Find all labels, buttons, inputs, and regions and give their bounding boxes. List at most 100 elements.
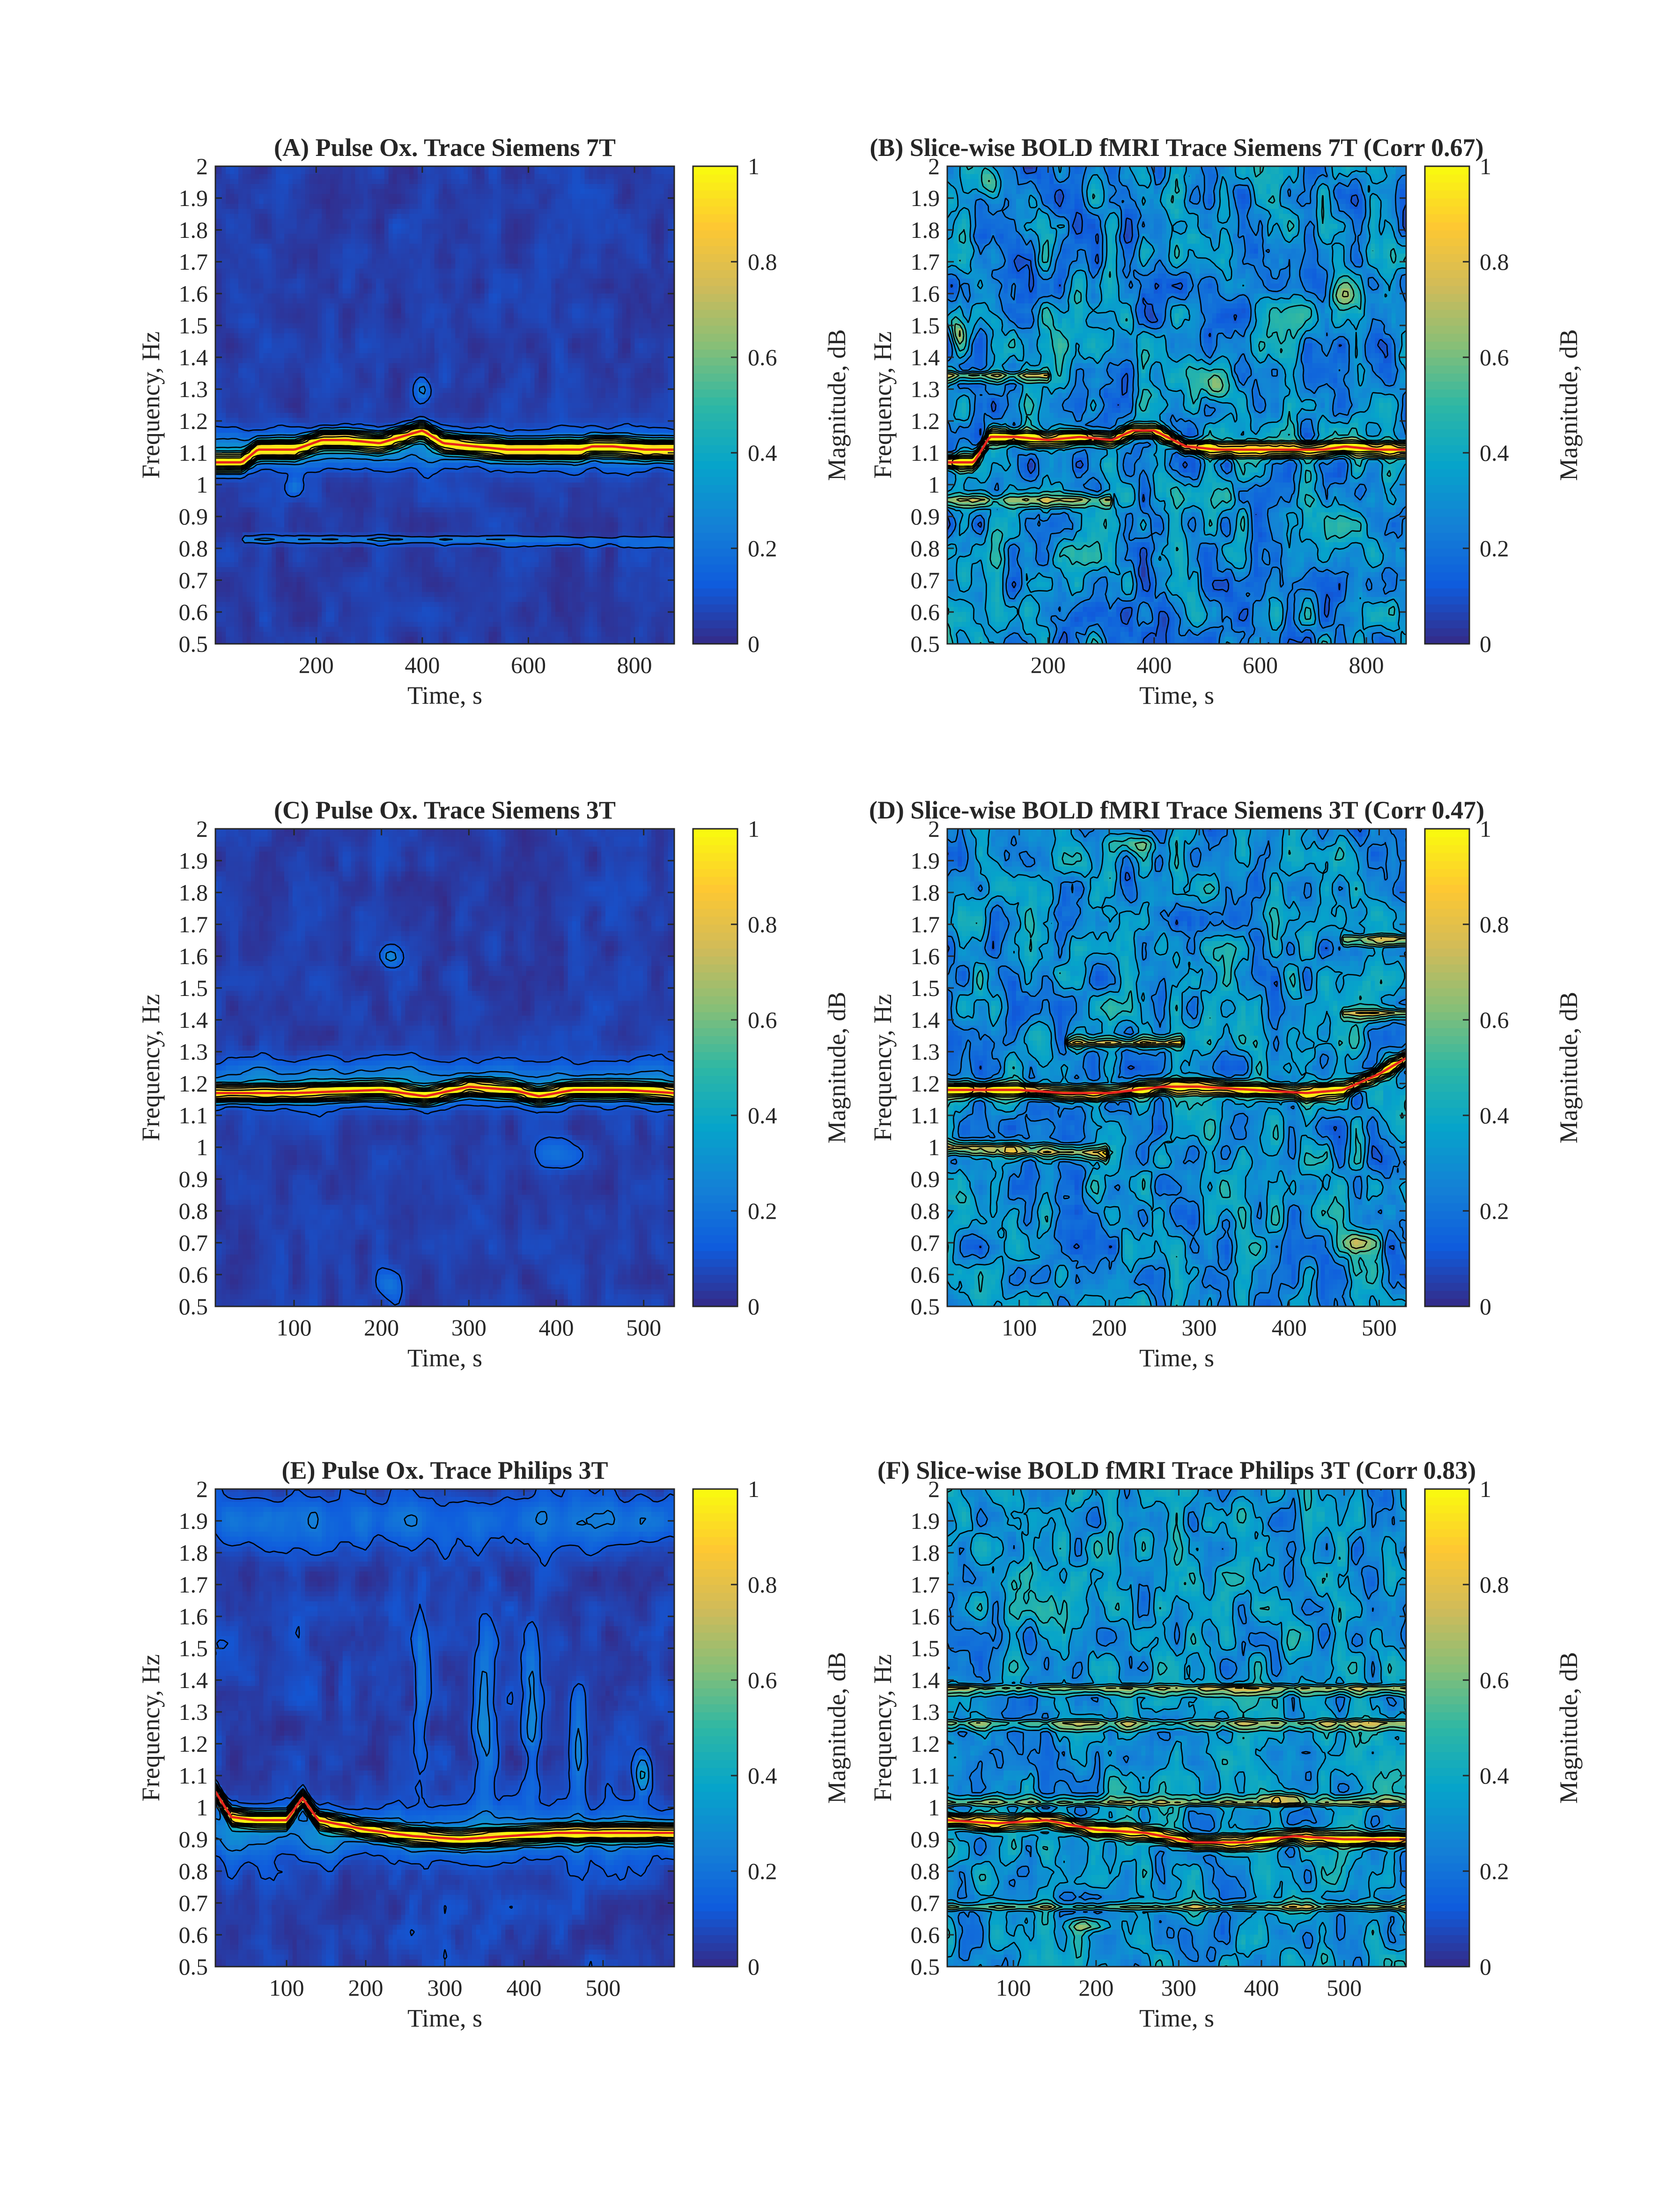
heatmap-cell [614,547,619,552]
heatmap-cell [343,567,347,572]
heatmap-cell [330,572,335,577]
heatmap-cell [363,482,368,487]
heatmap-cell [264,582,268,587]
heatmap-cell [230,627,235,632]
heatmap-cell [489,577,494,582]
heatmap-cell [509,422,514,428]
heatmap-cell [455,557,460,562]
heatmap-cell [643,572,648,577]
heatmap-cell [355,477,360,482]
heatmap-cell [334,621,339,627]
heatmap-cell [443,517,448,522]
heatmap-cell [347,617,352,622]
heatmap-cell [455,562,460,567]
heatmap-cell [376,557,381,562]
heatmap-cell [313,627,318,632]
heatmap-cell [251,507,256,512]
heatmap-cell [622,428,627,433]
heatmap-cell [409,457,414,463]
heatmap-cell [405,591,410,597]
heatmap-cell [547,462,552,467]
heatmap-cell [618,507,623,512]
heatmap-cell [380,612,385,617]
heatmap-cell [447,606,452,612]
heatmap-cell [334,577,339,582]
heatmap-cell [522,527,527,532]
heatmap-cell [585,636,590,641]
heatmap-cell [622,467,627,472]
heatmap-cell [347,557,352,562]
heatmap-cell [576,617,581,622]
heatmap-cell [593,527,597,532]
heatmap-cell [597,522,602,527]
heatmap-cell [668,606,673,612]
heatmap-cell [459,517,464,522]
heatmap-cell [660,567,664,572]
heatmap-cell [347,572,352,577]
heatmap-cell [485,507,489,512]
heatmap-cell [614,606,619,612]
heatmap-cell [418,547,422,552]
heatmap-cell [514,507,518,512]
heatmap-cell [555,631,560,636]
heatmap-cell [660,502,664,507]
heatmap-cell [605,482,610,487]
heatmap-cell [476,472,481,477]
heatmap-cell [555,517,560,522]
heatmap-cell [221,428,226,433]
heatmap-cell [351,617,356,622]
heatmap-cell [397,482,402,487]
heatmap-cell [247,606,251,612]
heatmap-cell [535,621,539,627]
heatmap-cell [313,537,318,542]
heatmap-cell [485,612,489,617]
heatmap-cell [322,492,326,497]
heatmap-cell [368,602,372,607]
heatmap-cell [468,591,472,597]
heatmap-cell [280,577,285,582]
heatmap-cell [276,512,280,517]
heatmap-cell [643,631,648,636]
heatmap-cell [226,437,230,442]
heatmap-cell [560,477,564,482]
heatmap-cell [389,492,393,497]
heatmap-cell [418,487,422,492]
heatmap-cell [238,582,243,587]
heatmap-cell [226,487,230,492]
heatmap-cell [505,602,510,607]
heatmap-cell [280,428,285,433]
heatmap-cell [355,512,360,517]
heatmap-cell [522,422,527,428]
heatmap-cell [397,477,402,482]
heatmap-cell [660,631,664,636]
heatmap-cell [468,597,472,602]
heatmap-cell [622,636,627,641]
heatmap-cell [627,477,631,482]
heatmap-cell [564,631,568,636]
heatmap-cell [330,636,335,641]
heatmap-cell [255,507,260,512]
heatmap-cell [585,627,590,632]
heatmap-cell [230,636,235,641]
heatmap-cell [401,547,406,552]
heatmap-cell [505,552,510,557]
heatmap-cell [447,636,452,641]
heatmap-cell [576,527,581,532]
heatmap-cell [267,482,272,487]
heatmap-cell [560,606,564,612]
heatmap-cell [313,552,318,557]
heatmap-cell [589,631,593,636]
heatmap-cell [464,621,468,627]
heatmap-cell [435,537,439,542]
heatmap-cell [363,527,368,532]
heatmap-cell [347,512,352,517]
heatmap-cell [627,428,631,433]
heatmap-cell [280,587,285,592]
heatmap-cell [647,502,652,507]
heatmap-cell [664,487,669,492]
heatmap-cell [555,636,560,641]
heatmap-cell [405,547,410,552]
heatmap-cell [497,492,501,497]
heatmap-cell [447,522,452,527]
heatmap-cell [238,527,243,532]
